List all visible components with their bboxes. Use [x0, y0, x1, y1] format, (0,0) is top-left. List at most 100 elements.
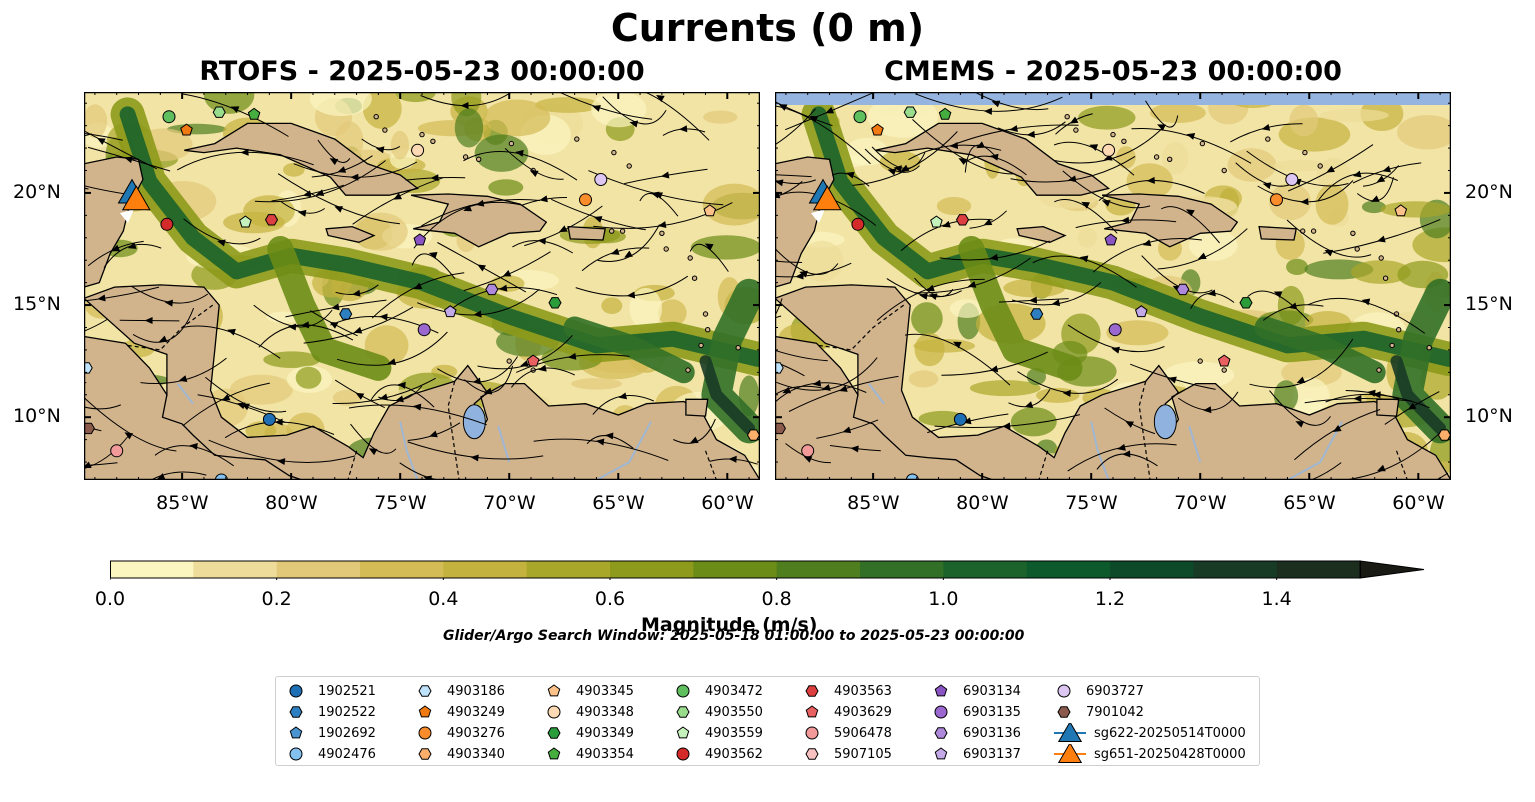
speed-patch — [1351, 260, 1411, 284]
argo-marker-1902522 — [1030, 308, 1044, 320]
small-island — [1310, 228, 1317, 234]
legend-marker — [1054, 723, 1086, 742]
small-island — [1153, 154, 1160, 160]
streamline-arrow — [660, 171, 670, 179]
argo-marker-4903472 — [853, 110, 867, 124]
search-window-note: Glider/Argo Search Window: 2025-05-18 01… — [443, 628, 1025, 644]
legend-marker — [676, 684, 690, 698]
legend-marker-1902692 — [289, 726, 303, 739]
streamline-arrow — [297, 209, 307, 217]
speed-patch — [1380, 201, 1451, 218]
small-island — [1317, 163, 1323, 169]
country-border — [347, 450, 358, 480]
legend-marker-5906478 — [805, 726, 819, 740]
small-island — [698, 342, 704, 349]
streamline-arrow — [463, 204, 472, 212]
streamline-arrow — [893, 165, 902, 173]
streamline-arrow — [656, 94, 665, 102]
legend-triangle-sg622-20250514T0000 — [1057, 723, 1083, 742]
legend-label: 4903276 — [447, 725, 505, 741]
legend-marker-4903559 — [676, 726, 690, 739]
streamline — [597, 224, 660, 262]
y-tick-label-right: 15°N — [1465, 293, 1513, 316]
legend-marker-4903348 — [547, 705, 561, 719]
streamline-arrow — [97, 294, 106, 302]
streamline-arrow — [1009, 125, 1018, 133]
streamline-arrow — [1370, 195, 1380, 202]
glider-track — [810, 209, 825, 224]
legend-marker — [934, 705, 948, 719]
speed-patch — [1010, 407, 1057, 437]
colorbar-frame — [110, 560, 1361, 579]
lake-maracaibo — [462, 404, 486, 440]
speed-patch — [918, 410, 967, 427]
colorbar-segment — [193, 561, 278, 578]
x-tick-label: 70°W — [1174, 492, 1227, 514]
streamline — [673, 418, 716, 444]
speed-patch — [229, 374, 293, 405]
legend-item: 6903137 — [929, 744, 1021, 764]
streamline — [84, 185, 129, 195]
colorbar-tick-label: 0.8 — [761, 588, 792, 610]
streamline — [575, 275, 689, 297]
glider-marker-sg651-20250428T0000 — [812, 185, 842, 211]
streamline-arrow — [274, 418, 283, 426]
streamline-arrow — [412, 403, 422, 411]
streamline — [775, 105, 871, 165]
legend-marker — [676, 706, 690, 718]
speed-patch — [969, 380, 1041, 397]
streamline-arrow — [1324, 249, 1334, 257]
streamline-arrow — [558, 225, 568, 233]
small-island — [1354, 246, 1360, 252]
x-tick-label: 80°W — [956, 492, 1009, 514]
speed-patch — [1188, 229, 1238, 261]
strong-current-band — [267, 236, 392, 381]
legend-marker — [1057, 706, 1071, 718]
streamline — [103, 244, 162, 268]
streamline-arrow — [1081, 201, 1090, 209]
argo-marker-4903340 — [1437, 429, 1451, 441]
streamline — [132, 307, 195, 343]
streamline-arrow — [605, 432, 614, 440]
streamline — [775, 385, 831, 396]
streamline — [1160, 206, 1220, 244]
streamline-arrow — [473, 310, 482, 318]
legend-marker-6903136 — [934, 727, 948, 739]
streamline-arrow — [217, 239, 226, 247]
colorbar-segment — [1193, 561, 1278, 578]
streamline-arrow — [1332, 424, 1342, 433]
streamline — [258, 324, 354, 348]
streamline-arrow — [1069, 116, 1079, 124]
streamline-arrow — [1197, 252, 1207, 260]
small-island — [735, 345, 741, 351]
speed-patch — [591, 92, 647, 128]
small-island — [705, 327, 711, 333]
speed-patch — [703, 110, 738, 124]
streamline — [463, 151, 578, 181]
streamline-arrow — [329, 321, 339, 329]
streamline-arrow — [990, 153, 999, 161]
legend-label: 1902521 — [318, 683, 376, 699]
legend-item: 4903349 — [542, 723, 634, 743]
streamline-arrow — [842, 426, 852, 434]
streamline-arrow — [221, 393, 231, 401]
legend-marker — [547, 747, 561, 760]
streamline-arrow — [1300, 198, 1309, 206]
streamline-arrow — [657, 221, 667, 229]
streamline-arrow — [989, 365, 999, 373]
streamline-arrow — [529, 170, 539, 178]
strong-current-band — [699, 355, 756, 435]
speed-patch — [702, 183, 760, 226]
legend-label: 4903349 — [576, 725, 634, 741]
streamline — [1054, 199, 1118, 234]
streamline-arrow — [942, 220, 951, 228]
streamline-arrow — [1372, 391, 1381, 399]
argo-marker-4903629 — [1217, 354, 1231, 367]
small-island — [611, 149, 617, 156]
streamline-arrow — [1203, 406, 1212, 414]
legend-item: 6903135 — [929, 702, 1021, 722]
legend-marker — [418, 748, 432, 760]
glider-track — [119, 209, 134, 224]
legend-label: 4903550 — [705, 704, 763, 720]
speed-patch — [1319, 108, 1389, 122]
